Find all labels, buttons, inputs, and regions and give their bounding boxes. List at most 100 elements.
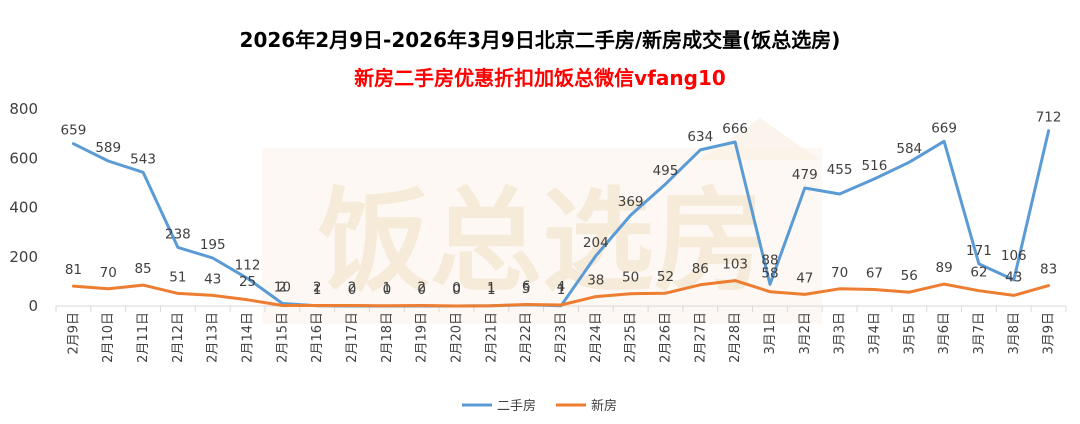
data-label-二手房: 543: [130, 151, 156, 167]
series-lines: [71, 129, 1051, 308]
data-label-新房: 2: [417, 280, 426, 296]
data-label-二手房: 495: [653, 163, 679, 179]
data-label-新房: 70: [831, 265, 848, 281]
x-tick-label: 3月3日: [833, 312, 848, 355]
data-label-新房: 85: [134, 261, 151, 277]
data-label-新房: 2: [278, 280, 287, 296]
data-label-二手房: 634: [687, 129, 713, 145]
data-label-新房: 1: [383, 280, 392, 296]
data-label-新房: 103: [722, 257, 748, 273]
y-axis: 0 200 400 600 800: [9, 100, 38, 315]
data-label-二手房: 659: [61, 123, 87, 139]
data-label-二手房: 1: [313, 282, 322, 298]
x-tick-label: 2月19日: [415, 312, 430, 363]
chart-subtitle: 新房二手房优惠折扣加饭总微信vfang10: [354, 66, 726, 90]
legend-label-二手房: 二手房: [497, 398, 536, 414]
data-label-新房: 81: [65, 262, 82, 278]
y-tick-label: 200: [9, 248, 38, 266]
data-label-新房: 62: [970, 265, 987, 281]
x-tick-label: 2月26日: [658, 312, 673, 363]
x-tick-label: 2月25日: [624, 312, 639, 363]
x-tick-label: 2月9日: [66, 312, 81, 355]
x-tick-label: 3月9日: [1042, 312, 1057, 355]
y-tick-label: 400: [9, 199, 38, 217]
data-label-新房: 50: [622, 270, 639, 286]
x-tick-label: 2月12日: [171, 312, 186, 363]
x-tick-label: 2月27日: [693, 312, 708, 363]
data-label-二手房: 106: [1001, 248, 1027, 264]
x-tick-label: 2月13日: [206, 312, 221, 363]
data-label-二手房: 204: [583, 235, 609, 251]
data-label-新房: 70: [100, 265, 117, 281]
data-label-二手房: 195: [200, 237, 226, 253]
series-line-新房: [71, 279, 1051, 308]
data-label-新房: 47: [796, 270, 813, 286]
x-tick-label: 2月24日: [589, 312, 604, 363]
x-tick-label: 3月7日: [972, 312, 987, 355]
legend-label-新房: 新房: [591, 398, 617, 414]
data-label-二手房: 238: [165, 226, 191, 242]
data-label-新房: 83: [1040, 262, 1057, 278]
data-label-新房: 2: [348, 280, 357, 296]
x-tick-label: 2月28日: [728, 312, 743, 363]
x-tick-label: 2月22日: [519, 312, 534, 363]
data-label-新房: 67: [866, 266, 883, 282]
data-label-二手房: 88: [761, 252, 778, 268]
data-label-二手房: 1: [487, 282, 496, 298]
data-label-二手房: 0: [417, 282, 426, 298]
data-label-二手房: 666: [722, 121, 748, 137]
x-tick-label: 3月5日: [902, 312, 917, 355]
x-tick-label: 2月14日: [241, 312, 256, 363]
data-label-二手房: 712: [1036, 110, 1062, 126]
data-label-二手房: 1: [557, 282, 566, 298]
data-label-新房: 38: [587, 273, 604, 289]
data-label-二手房: 0: [383, 282, 392, 298]
y-tick-label: 600: [9, 149, 38, 167]
y-tick-label: 800: [9, 100, 38, 118]
x-tick-label: 3月1日: [763, 312, 778, 355]
data-label-新房: 43: [1005, 269, 1022, 285]
data-label-新房: 51: [169, 269, 186, 285]
x-tick-label: 2月11日: [136, 312, 151, 363]
data-label-新房: 4: [557, 279, 566, 295]
data-label-二手房: 171: [966, 243, 992, 259]
x-tick-label: 2月23日: [554, 312, 569, 363]
data-label-二手房: 516: [862, 158, 888, 174]
data-label-二手房: 10: [274, 280, 291, 296]
data-label-二手房: 479: [792, 167, 818, 183]
x-tick-label: 3月8日: [1007, 312, 1022, 355]
data-label-新房: 89: [936, 260, 953, 276]
data-label-新房: 43: [204, 271, 221, 287]
x-tick-label: 2月15日: [275, 312, 290, 363]
data-label-二手房: 669: [931, 120, 957, 136]
data-label-新房: 0: [452, 280, 461, 296]
x-tick-label: 3月6日: [937, 312, 952, 355]
data-label-新房: 6: [522, 279, 531, 295]
data-label-二手房: 584: [896, 141, 922, 157]
watermark-text: 饭总选房: [318, 177, 766, 307]
x-tick-label: 2月18日: [380, 312, 395, 363]
data-label-二手房: 112: [235, 257, 261, 273]
data-label-二手房: 369: [618, 194, 644, 210]
x-tick-label: 3月2日: [798, 312, 813, 355]
data-label-新房: 2: [313, 280, 322, 296]
data-label-二手房: 455: [827, 162, 853, 178]
data-label-二手房: 5: [522, 281, 531, 297]
chart-title: 2026年2月9日-2026年3月9日北京二手房/新房成交量(饭总选房): [240, 28, 841, 52]
x-tick-label: 3月4日: [867, 312, 882, 355]
y-tick-label: 0: [28, 297, 38, 315]
x-tick-label: 2月21日: [484, 312, 499, 363]
x-tick-label: 2月16日: [310, 312, 325, 363]
data-label-新房: 1: [487, 280, 496, 296]
legend: 二手房 新房: [462, 398, 617, 414]
data-label-新房: 58: [761, 266, 778, 282]
data-label-二手房: 0: [348, 282, 357, 298]
x-tick-label: 2月17日: [345, 312, 360, 363]
data-label-新房: 56: [901, 268, 918, 284]
data-label-二手房: 0: [452, 282, 461, 298]
x-axis: 2月9日 2月10日 2月11日 2月12日 2月13日 2月14日 2月15日 2月16日 2…: [55, 305, 1067, 363]
watermark-logo: 饭总选房: [262, 118, 822, 324]
